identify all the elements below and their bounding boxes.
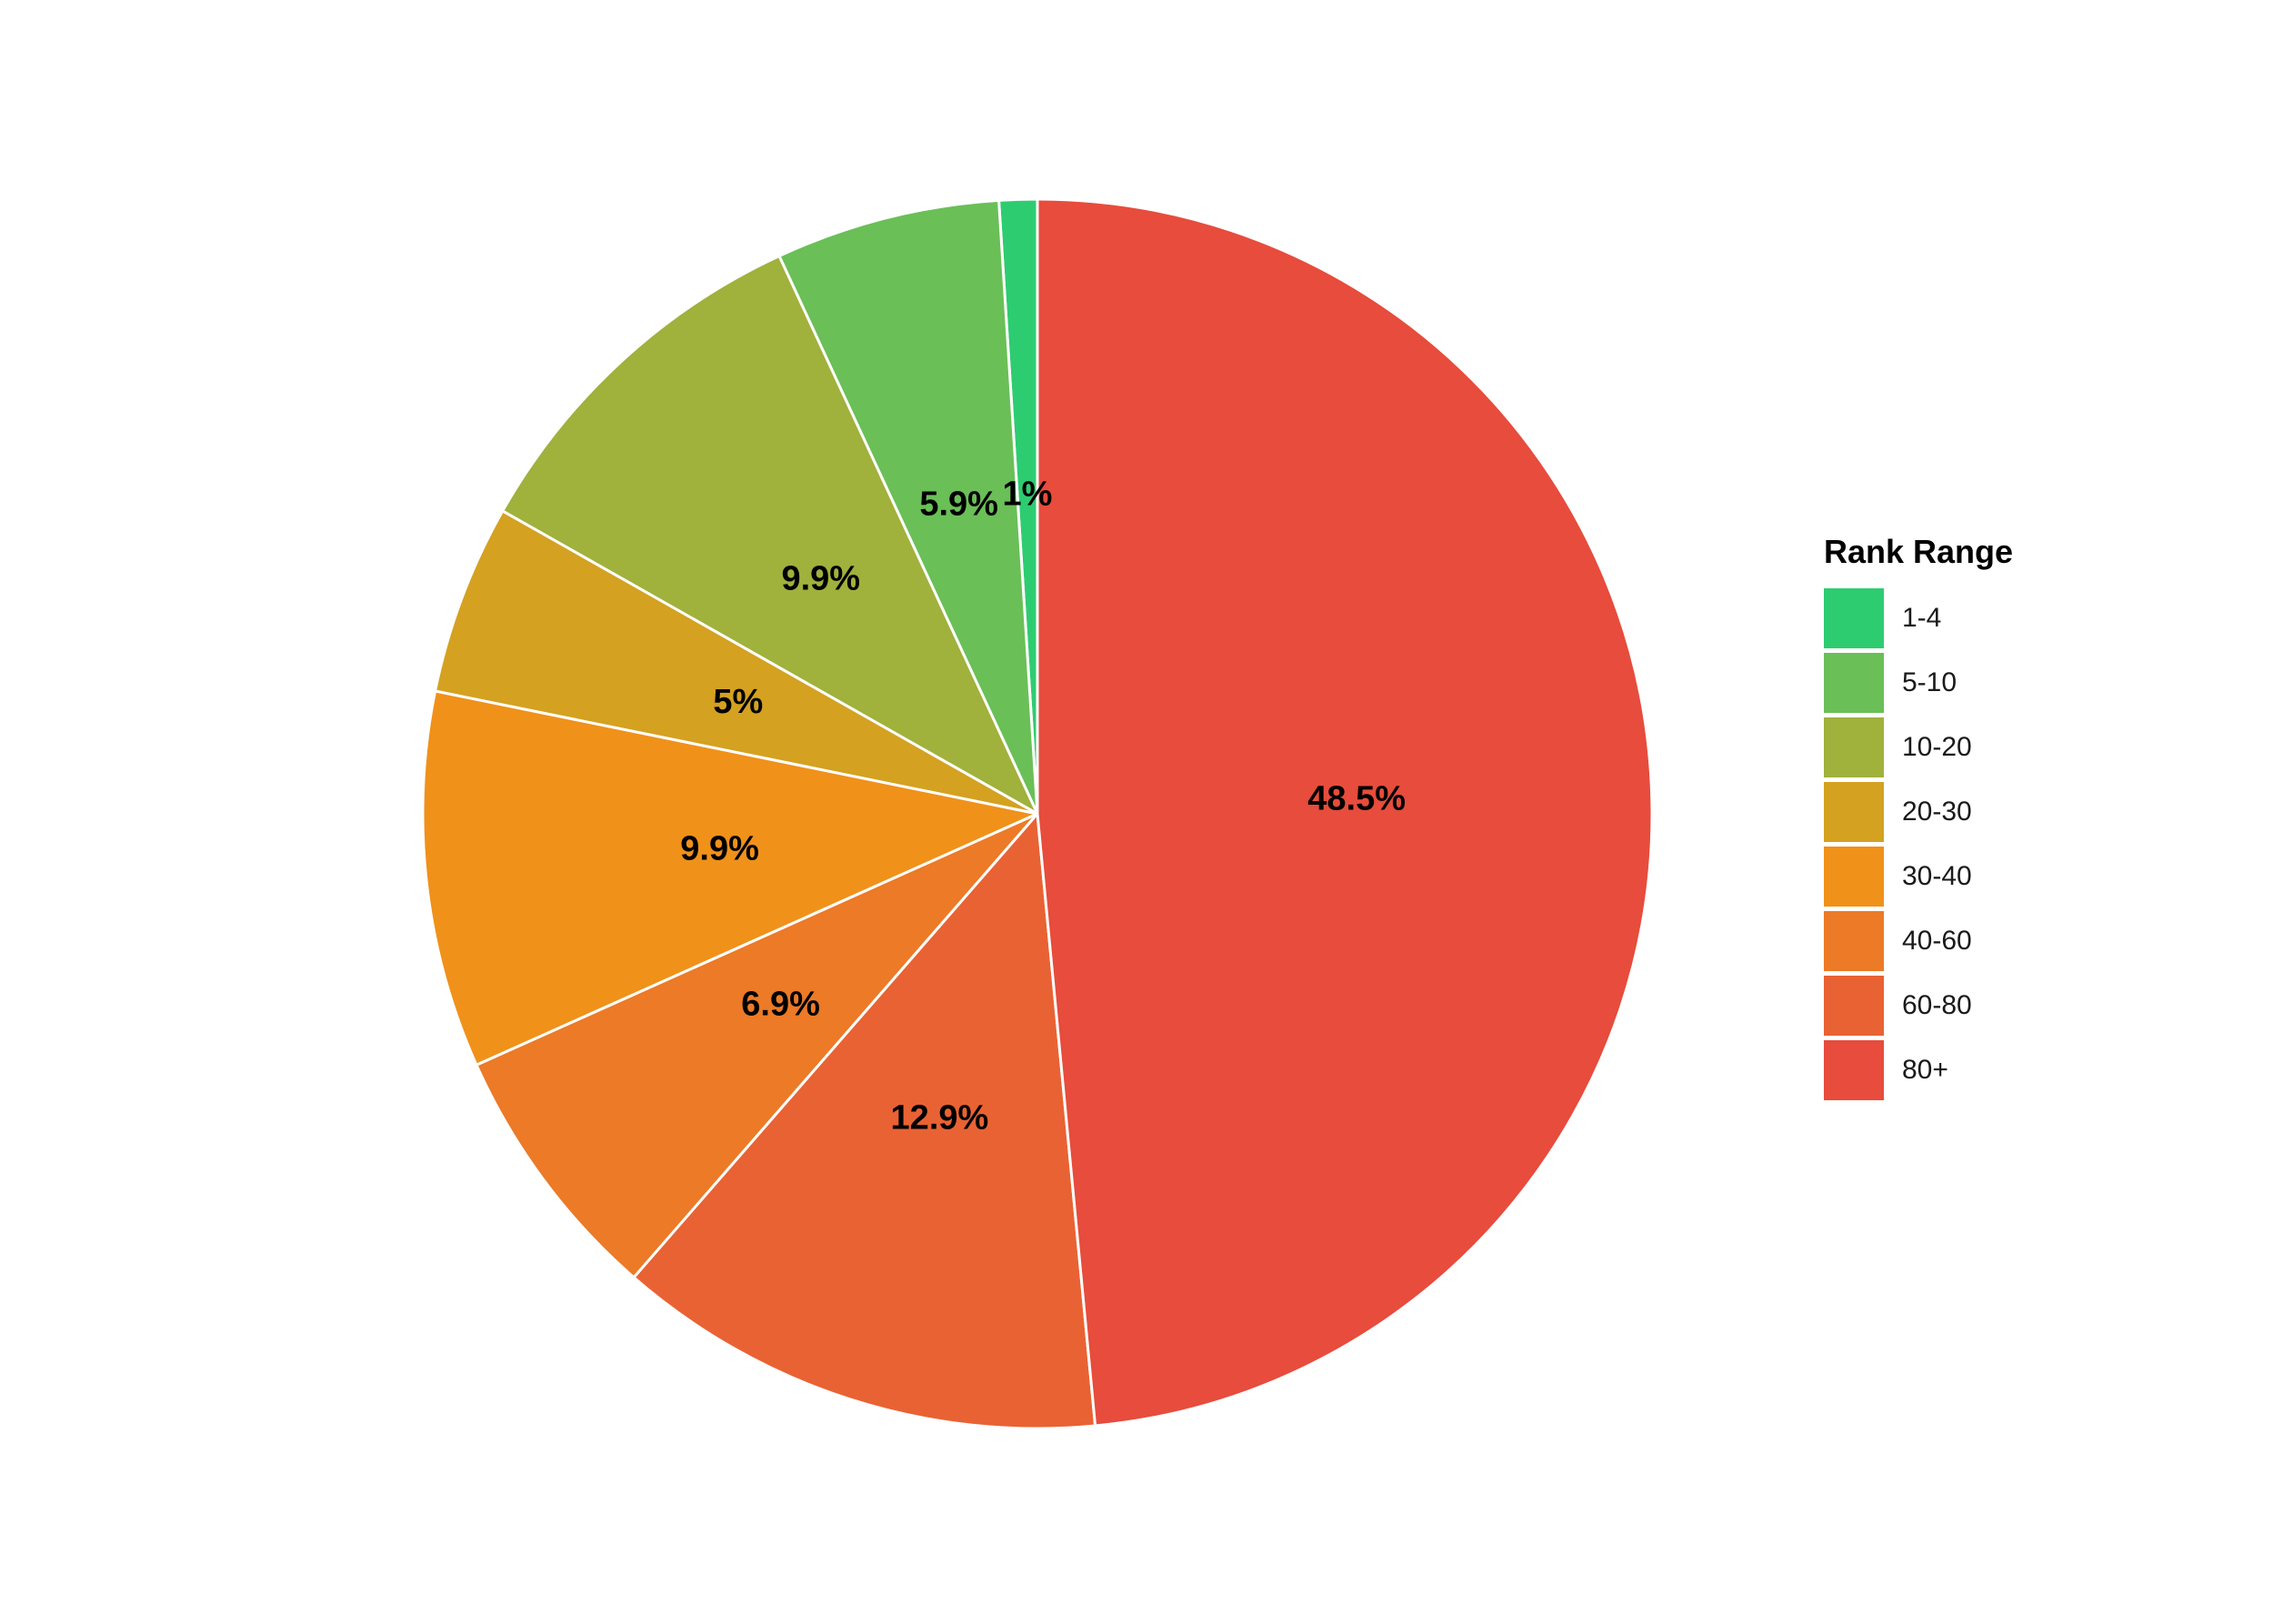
legend-item-20-30: 20-30 [1824,779,2013,844]
pie-slice-40-60 [475,812,1039,1279]
pie-slice-30-40 [421,689,1042,1068]
legend-swatch [1824,975,1884,1036]
pie-slice-5-10 [777,198,1039,815]
pie-slice-60-80 [632,810,1097,1430]
legend-label: 10-20 [1902,731,1972,762]
legend-swatch [1824,652,1884,713]
legend-swatch [1824,846,1884,907]
legend-swatch [1824,717,1884,777]
legend-item-5-10: 5-10 [1824,650,2013,715]
pie-slices [421,197,1654,1430]
legend-swatch [1824,587,1884,648]
legend-item-30-40: 30-40 [1824,844,2013,908]
legend-item-1-4: 1-4 [1824,586,2013,650]
legend-title: Rank Range [1824,533,2014,570]
slice-label-30-40: 9.9% [680,830,759,868]
slice-label-40-60: 6.9% [741,985,820,1023]
pie-slice-10-20 [500,254,1041,817]
slice-label-20-30: 5% [713,683,763,721]
pie-slice-80+ [1036,197,1654,1428]
slice-label-5-10: 5.9% [919,485,998,523]
legend-item-40-60: 40-60 [1824,908,2013,973]
legend-swatch [1824,910,1884,971]
legend-label: 30-40 [1902,860,1972,891]
legend-label: 60-80 [1902,989,1972,1020]
legend-label: 20-30 [1902,796,1972,827]
legend-item-80+: 80+ [1824,1038,2013,1102]
slice-label-1-4: 1% [1002,476,1052,514]
pie-slice-20-30 [433,508,1038,816]
legend-label: 40-60 [1902,925,1972,956]
legend: Rank Range 1-4 5-10 10-20 20-30 30-40 40-60 60… [1824,533,2013,1102]
slice-label-80+: 48.5% [1307,779,1406,817]
legend-label: 1-4 [1902,602,1942,633]
pie-labels: 1%5.9% 9.9% 5% 9.9% 6.9% 12.9% 48.5% [680,476,1406,1138]
legend-swatch [1824,1039,1884,1100]
legend-items: 1-4 5-10 10-20 20-30 30-40 40-60 60-80 80+ [1824,586,2013,1102]
legend-label: 5-10 [1902,667,1958,697]
legend-item-10-20: 10-20 [1824,715,2013,779]
legend-item-60-80: 60-80 [1824,973,2013,1038]
legend-swatch [1824,781,1884,842]
slice-label-60-80: 12.9% [891,1099,989,1138]
slice-label-10-20: 9.9% [781,559,860,597]
legend-label: 80+ [1902,1054,1948,1085]
